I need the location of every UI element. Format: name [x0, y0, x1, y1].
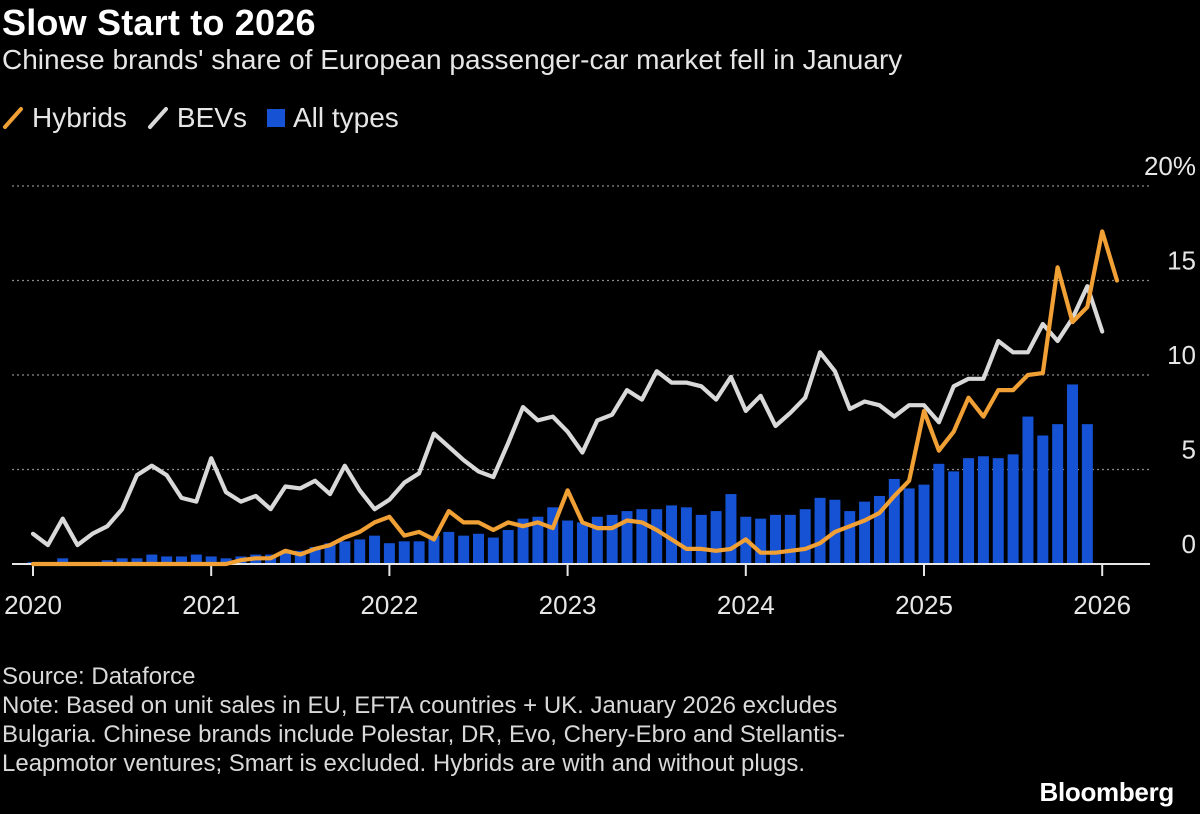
x-tick-label: 2020: [4, 590, 62, 620]
x-tick-label: 2024: [717, 590, 775, 620]
bar: [502, 529, 514, 564]
bar: [710, 511, 722, 564]
bar: [992, 458, 1004, 564]
bar: [413, 541, 425, 564]
bar: [725, 494, 737, 564]
bar: [903, 488, 915, 564]
bar: [755, 518, 767, 564]
bar: [1052, 424, 1064, 564]
bar: [547, 507, 559, 564]
bar: [576, 522, 588, 564]
legend-label-bevs: BEVs: [176, 102, 247, 133]
bar: [562, 520, 574, 564]
x-tick-label: 2025: [895, 590, 953, 620]
y-tick-label: 15: [1167, 246, 1196, 276]
bar: [517, 518, 529, 564]
y-tick-label: 0: [1182, 529, 1196, 559]
bar: [190, 554, 202, 564]
bar: [977, 456, 989, 564]
bar: [279, 552, 291, 564]
bar: [428, 535, 440, 564]
bar: [695, 514, 707, 564]
bar: [443, 531, 455, 564]
bar: [146, 554, 158, 564]
bar: [339, 541, 351, 564]
bloomberg-logo: Bloomberg: [1039, 777, 1174, 807]
legend-item-bevs: BEVs: [147, 102, 247, 134]
source-note: Source: Dataforce: [2, 663, 196, 690]
x-tick-label: 2022: [360, 590, 418, 620]
legend-swatch-hybrids: [3, 107, 23, 129]
bar: [933, 463, 945, 564]
bar: [888, 478, 900, 564]
chart-subtitle: Chinese brands' share of European passen…: [2, 44, 903, 75]
legend-label-all-types: All types: [292, 102, 399, 133]
bar: [1081, 424, 1093, 564]
bar: [1067, 384, 1078, 564]
bar: [116, 558, 128, 564]
bar: [487, 537, 499, 564]
bar: [918, 484, 930, 564]
line-bevs: [30, 284, 1105, 548]
y-tick-label: 5: [1182, 435, 1196, 465]
bar: [844, 511, 856, 564]
bar: [963, 458, 975, 564]
legend-swatch-bevs: [147, 107, 168, 129]
bar: [859, 501, 871, 564]
bar: [621, 511, 633, 564]
bar: [324, 543, 336, 564]
footnote: Note: Based on unit sales in EU, EFTA co…: [2, 692, 846, 777]
bar: [205, 556, 217, 564]
legend-item-all-types: All types: [266, 102, 399, 134]
legend-swatch-all-types: [266, 109, 285, 127]
bar: [784, 514, 796, 564]
bar: [57, 558, 69, 564]
bar: [606, 514, 618, 564]
bar: [1037, 435, 1049, 564]
chart-title: Slow Start to 2026: [2, 2, 316, 43]
bar: [354, 539, 366, 564]
bar: [591, 516, 603, 564]
line-hybrids: [30, 229, 1120, 567]
bar: [369, 535, 381, 564]
x-tick-label: 2021: [182, 590, 240, 620]
legend-item-hybrids: Hybrids: [2, 102, 127, 134]
bar: [473, 533, 484, 564]
bar: [309, 546, 321, 564]
bar: [1007, 454, 1019, 564]
bar: [131, 558, 143, 564]
bar: [220, 558, 232, 564]
bar: [294, 550, 306, 564]
bar: [799, 509, 811, 564]
bar: [161, 556, 173, 564]
legend: Hybrids BEVs All types: [2, 102, 419, 134]
bar: [873, 495, 885, 564]
bar: [398, 541, 410, 564]
y-tick-label: 10: [1167, 340, 1196, 370]
y-tick-label: 20%: [1144, 151, 1196, 181]
bar: [1022, 416, 1034, 564]
bar: [814, 497, 826, 564]
bar: [666, 505, 678, 564]
x-tick-label: 2026: [1073, 590, 1131, 620]
bar: [680, 507, 692, 564]
bar: [458, 535, 470, 564]
bar: [383, 543, 395, 564]
chart-footer: Source: Dataforce Note: Based on unit sa…: [2, 662, 932, 778]
bar: [948, 471, 960, 564]
bar: [636, 509, 648, 564]
bar: [770, 514, 781, 564]
legend-label-hybrids: Hybrids: [32, 102, 127, 133]
bar: [532, 516, 544, 564]
bar: [651, 509, 663, 564]
bar: [176, 556, 187, 564]
x-tick-label: 2023: [539, 590, 597, 620]
